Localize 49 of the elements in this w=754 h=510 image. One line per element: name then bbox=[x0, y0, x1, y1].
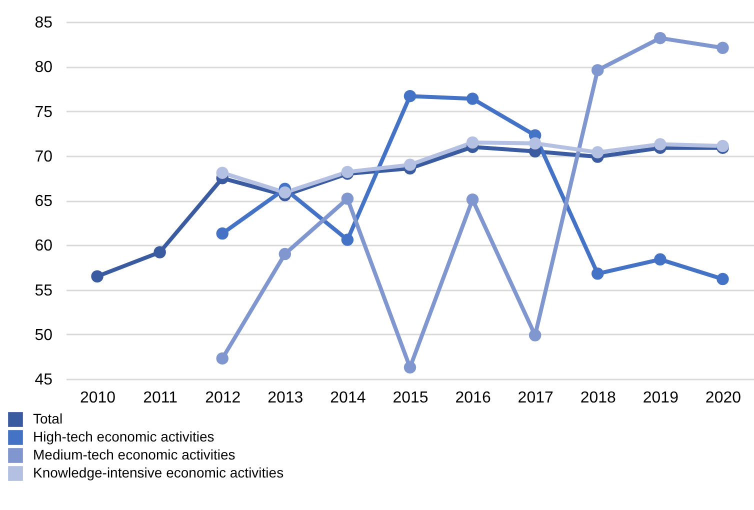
point bbox=[528, 137, 542, 150]
point bbox=[278, 248, 292, 260]
y-tick-label: 80 bbox=[34, 59, 53, 76]
y-tick-label: 50 bbox=[34, 326, 53, 344]
x-tick-label: 2014 bbox=[330, 390, 366, 406]
y-tick-label: 45 bbox=[34, 372, 53, 388]
point bbox=[716, 42, 729, 54]
x-tick-label: 2015 bbox=[392, 390, 428, 406]
point bbox=[654, 138, 666, 150]
point bbox=[466, 92, 479, 105]
legend-label: High-tech economic activities bbox=[33, 428, 214, 444]
point bbox=[216, 166, 228, 179]
y-tick-label: 85 bbox=[34, 14, 53, 32]
point bbox=[654, 253, 666, 266]
y-tick-label: 70 bbox=[34, 148, 53, 166]
x-tick-label: 2018 bbox=[580, 390, 616, 406]
point bbox=[466, 193, 479, 206]
x-tick-label: 2010 bbox=[80, 390, 116, 406]
x-tick-label: 2020 bbox=[705, 390, 742, 406]
y-tick-label: 55 bbox=[34, 282, 53, 300]
legend-label: Medium-tech economic activities bbox=[33, 446, 236, 462]
point bbox=[404, 361, 416, 374]
point bbox=[341, 192, 354, 205]
point bbox=[716, 272, 729, 286]
point bbox=[216, 352, 228, 365]
point bbox=[528, 329, 542, 342]
x-tick-label: 2019 bbox=[642, 390, 679, 406]
point bbox=[91, 270, 104, 282]
point bbox=[592, 268, 604, 280]
point bbox=[341, 234, 354, 246]
legend-label: Total bbox=[33, 410, 63, 426]
x-tick-label: 2017 bbox=[518, 390, 554, 406]
x-tick-label: 2016 bbox=[455, 390, 491, 406]
y-tick-label: 75 bbox=[34, 104, 53, 121]
point bbox=[592, 64, 604, 76]
y-tick-label: 65 bbox=[34, 193, 53, 210]
point bbox=[404, 90, 416, 102]
point bbox=[654, 32, 666, 44]
x-tick-label: 2012 bbox=[205, 390, 241, 406]
y-tick-label: 60 bbox=[34, 238, 53, 255]
x-tick-label: 2011 bbox=[143, 390, 178, 406]
legend-label: Knowledge-intensive economic activities bbox=[33, 464, 284, 480]
point bbox=[404, 158, 416, 171]
point bbox=[278, 186, 292, 199]
point bbox=[216, 227, 228, 240]
point bbox=[592, 146, 604, 158]
point bbox=[466, 136, 479, 149]
x-tick-label: 2013 bbox=[268, 390, 304, 406]
point bbox=[154, 246, 166, 258]
